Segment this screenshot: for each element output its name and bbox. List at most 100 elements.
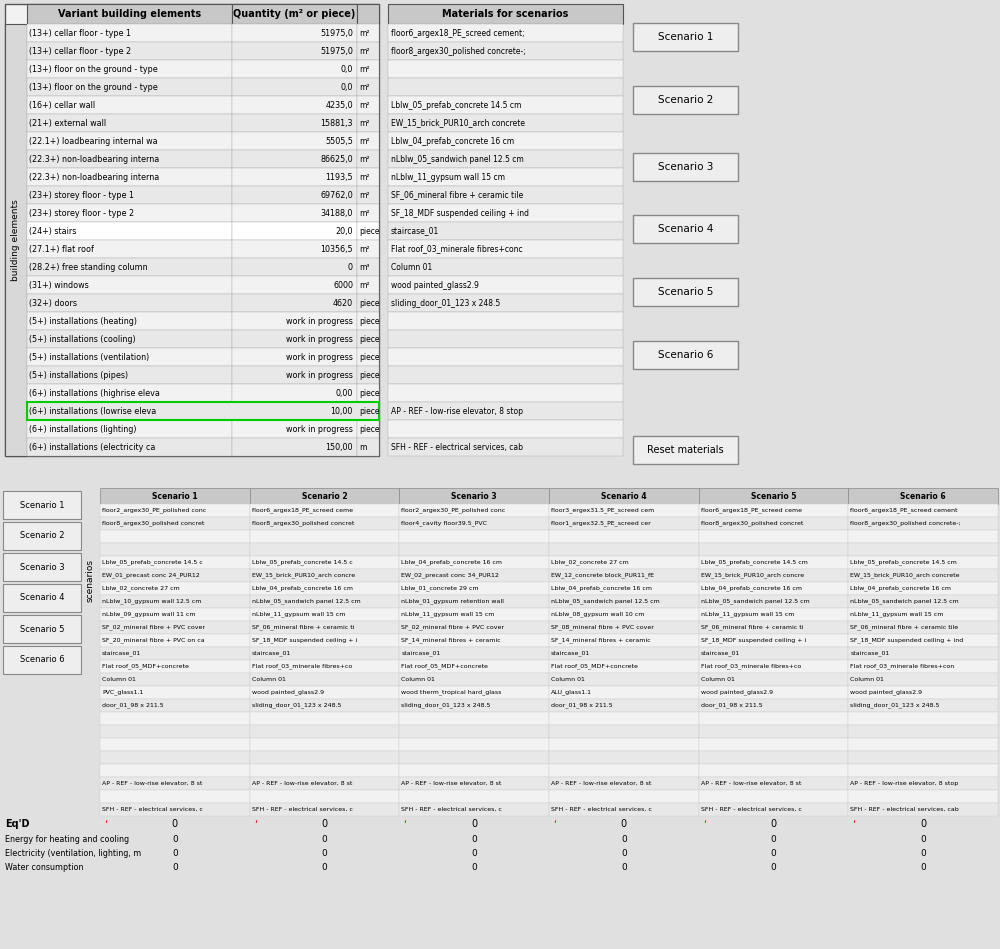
Text: wood painted_glass2.9: wood painted_glass2.9: [252, 690, 324, 696]
Bar: [549, 712, 699, 725]
Text: 15881,3: 15881,3: [320, 119, 353, 127]
Bar: [699, 530, 848, 543]
Text: (28.2+) free standing column: (28.2+) free standing column: [29, 263, 148, 271]
Text: Energy for heating and cooling: Energy for heating and cooling: [5, 834, 129, 844]
Bar: [699, 569, 848, 582]
Bar: [699, 712, 848, 725]
Bar: [357, 168, 379, 186]
Text: staircase_01: staircase_01: [701, 651, 740, 657]
Bar: [27, 384, 232, 402]
Text: staircase_01: staircase_01: [391, 227, 439, 235]
Text: 0: 0: [770, 819, 777, 829]
Bar: [100, 504, 250, 517]
Text: Flat roof_05_MDF+concrete: Flat roof_05_MDF+concrete: [401, 663, 488, 669]
Bar: [232, 276, 357, 294]
Text: staircase_01: staircase_01: [850, 651, 890, 657]
Bar: [388, 438, 623, 456]
Text: work in progress: work in progress: [286, 424, 353, 434]
Bar: [232, 258, 357, 276]
Bar: [232, 168, 357, 186]
Text: (5+) installations (heating): (5+) installations (heating): [29, 317, 137, 326]
Text: SF_06_mineral fibre + ceramic tile: SF_06_mineral fibre + ceramic tile: [850, 624, 958, 630]
Text: 0,0: 0,0: [341, 83, 353, 91]
Text: building elements: building elements: [11, 199, 21, 281]
Text: Variant building elements: Variant building elements: [58, 9, 201, 19]
Text: Quantity (m² or piece): Quantity (m² or piece): [233, 9, 356, 19]
Bar: [232, 402, 357, 420]
Text: floor1_argex32.5_PE_screed cer: floor1_argex32.5_PE_screed cer: [551, 521, 651, 527]
Bar: [27, 60, 232, 78]
Bar: [357, 330, 379, 348]
Bar: [388, 222, 623, 240]
Bar: [27, 4, 232, 24]
Bar: [232, 348, 357, 366]
Text: piece: piece: [359, 299, 380, 307]
Bar: [388, 312, 623, 330]
Bar: [27, 78, 232, 96]
Text: 0: 0: [920, 848, 926, 858]
Bar: [250, 517, 399, 530]
Bar: [848, 803, 998, 816]
Bar: [388, 204, 623, 222]
Bar: [388, 96, 623, 114]
Bar: [848, 712, 998, 725]
Text: floor6_argex18_PE_screed cement;: floor6_argex18_PE_screed cement;: [391, 28, 525, 38]
Bar: [27, 24, 232, 42]
Bar: [549, 621, 699, 634]
Bar: [3, 615, 81, 643]
Text: Scenario 5: Scenario 5: [20, 624, 64, 634]
Bar: [232, 78, 357, 96]
Bar: [232, 96, 357, 114]
Bar: [549, 647, 699, 660]
Bar: [250, 595, 399, 608]
Bar: [100, 517, 250, 530]
Text: staircase_01: staircase_01: [252, 651, 291, 657]
Text: sliding_door_01_123 x 248.5: sliding_door_01_123 x 248.5: [391, 299, 500, 307]
Text: floor8_argex30_polished concrete-;: floor8_argex30_polished concrete-;: [391, 47, 526, 55]
Bar: [848, 488, 998, 504]
Text: (31+) windows: (31+) windows: [29, 281, 89, 289]
Bar: [232, 384, 357, 402]
Bar: [232, 186, 357, 204]
Bar: [399, 712, 549, 725]
Bar: [699, 686, 848, 699]
Bar: [699, 751, 848, 764]
Text: Lblw_02_concrete 27 cm: Lblw_02_concrete 27 cm: [102, 586, 180, 591]
Bar: [100, 543, 250, 556]
Bar: [699, 699, 848, 712]
Text: (16+) cellar wall: (16+) cellar wall: [29, 101, 95, 109]
Text: SFH - REF - electrical services, cab: SFH - REF - electrical services, cab: [850, 807, 959, 812]
Bar: [357, 240, 379, 258]
Text: ALU_glass1.1: ALU_glass1.1: [551, 690, 592, 696]
Text: SF_14_mineral fibres + ceramic: SF_14_mineral fibres + ceramic: [551, 638, 651, 643]
Text: door_01_98 x 211.5: door_01_98 x 211.5: [102, 702, 164, 708]
Text: 0: 0: [471, 848, 477, 858]
Bar: [549, 777, 699, 790]
Bar: [399, 621, 549, 634]
Bar: [5, 24, 27, 456]
Bar: [100, 764, 250, 777]
Text: m²: m²: [359, 155, 370, 163]
Text: 0: 0: [920, 834, 926, 844]
Bar: [388, 60, 623, 78]
Text: work in progress: work in progress: [286, 334, 353, 344]
Text: 0: 0: [621, 834, 627, 844]
Bar: [399, 530, 549, 543]
Text: piece: piece: [359, 352, 380, 362]
Bar: [357, 402, 379, 420]
Bar: [388, 348, 623, 366]
Bar: [633, 153, 738, 181]
Text: Lblw_04_prefab_concrete 16 cm: Lblw_04_prefab_concrete 16 cm: [391, 137, 514, 145]
Text: Flat roof_05_MDF+concrete: Flat roof_05_MDF+concrete: [102, 663, 189, 669]
Text: SF_18_MDF suspended ceiling + ind: SF_18_MDF suspended ceiling + ind: [850, 638, 964, 643]
Text: nLblw_05_sandwich panel 12.5 cm: nLblw_05_sandwich panel 12.5 cm: [551, 599, 660, 605]
Bar: [27, 276, 232, 294]
Bar: [399, 556, 549, 569]
Bar: [250, 530, 399, 543]
Text: PVC_glass1.1: PVC_glass1.1: [102, 690, 143, 696]
Text: 0: 0: [920, 863, 926, 871]
Text: ‘: ‘: [703, 819, 706, 829]
Bar: [27, 222, 232, 240]
Text: wood painted_glass2.9: wood painted_glass2.9: [701, 690, 773, 696]
Text: m²: m²: [359, 119, 370, 127]
